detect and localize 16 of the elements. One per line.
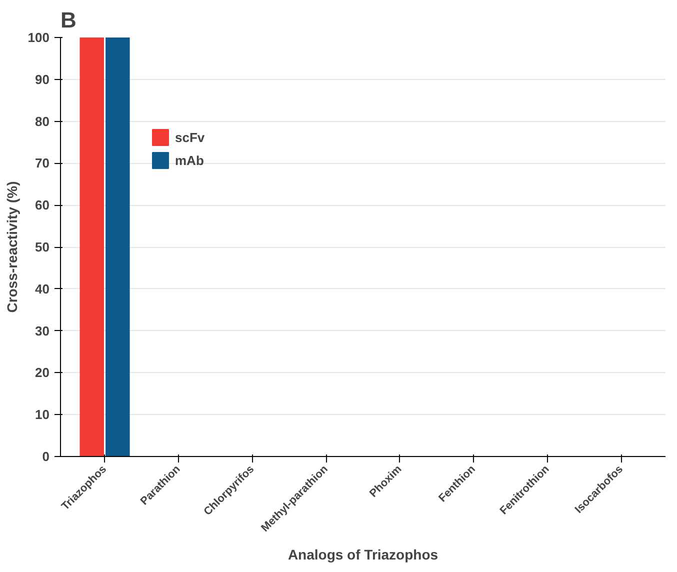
x-axis-title: Analogs of Triazophos: [288, 546, 438, 563]
y-tick-label: 70: [35, 156, 50, 171]
legend-label: scFv: [175, 130, 205, 144]
chart-title: B: [60, 8, 76, 32]
y-tick-label: 60: [35, 198, 50, 213]
y-tick-label: 30: [35, 323, 50, 338]
y-tick-label: 50: [35, 240, 50, 254]
y-tick-label: 10: [35, 407, 50, 422]
y-tick-label: 90: [35, 72, 50, 87]
y-tick-label: 80: [35, 114, 50, 129]
y-axis-title: Cross-reactivity (%): [4, 181, 20, 313]
y-tick-label: 100: [28, 30, 50, 45]
legend-label: mAb: [175, 152, 204, 168]
y-tick-label: 40: [35, 281, 50, 296]
y-tick-label: 0: [42, 449, 50, 464]
y-tick-label: 20: [35, 365, 50, 380]
